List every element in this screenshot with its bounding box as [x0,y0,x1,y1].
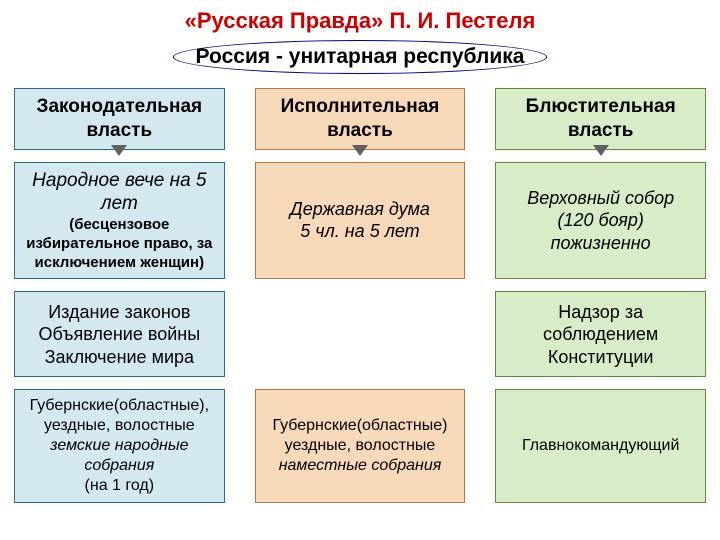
col3-body: Верховный собор(120 бояр)пожизненно [495,162,706,280]
subtitle-oval: Россия - унитарная республика [173,40,548,74]
col2-body: Державная дума5 чл. на 5 лет [255,162,466,280]
col2-header: Исполнительная власть [255,88,466,150]
arrow-col1 [111,145,127,156]
col2-local: Губернские(областные) уездные, волостные… [255,389,466,503]
col1-body: Народное вече на 5 лет (бесцензовое изби… [14,162,225,280]
col1-local: Губернские(областные), уездные, волостны… [14,389,225,503]
col1-body-sub: (бесцензовое избирательное право, за иск… [21,216,218,272]
arrow-col2 [352,145,368,156]
arrow-col3 [593,145,609,156]
col3-functions: Надзор за соблюдением Конституции [495,291,706,377]
col1-functions: Издание законовОбъявление войныЗаключени… [14,291,225,377]
col1-body-title: Народное вече на 5 лет [21,169,218,217]
col3-commander: Главнокомандующий [495,389,706,503]
empty-cell [255,291,466,377]
page-title: «Русская Правда» П. И. Пестеля [0,0,720,34]
col1-header: Законодательная власть [14,88,225,150]
col3-header: Блюстительная власть [495,88,706,150]
subtitle-wrap: Россия - унитарная республика [0,40,720,74]
